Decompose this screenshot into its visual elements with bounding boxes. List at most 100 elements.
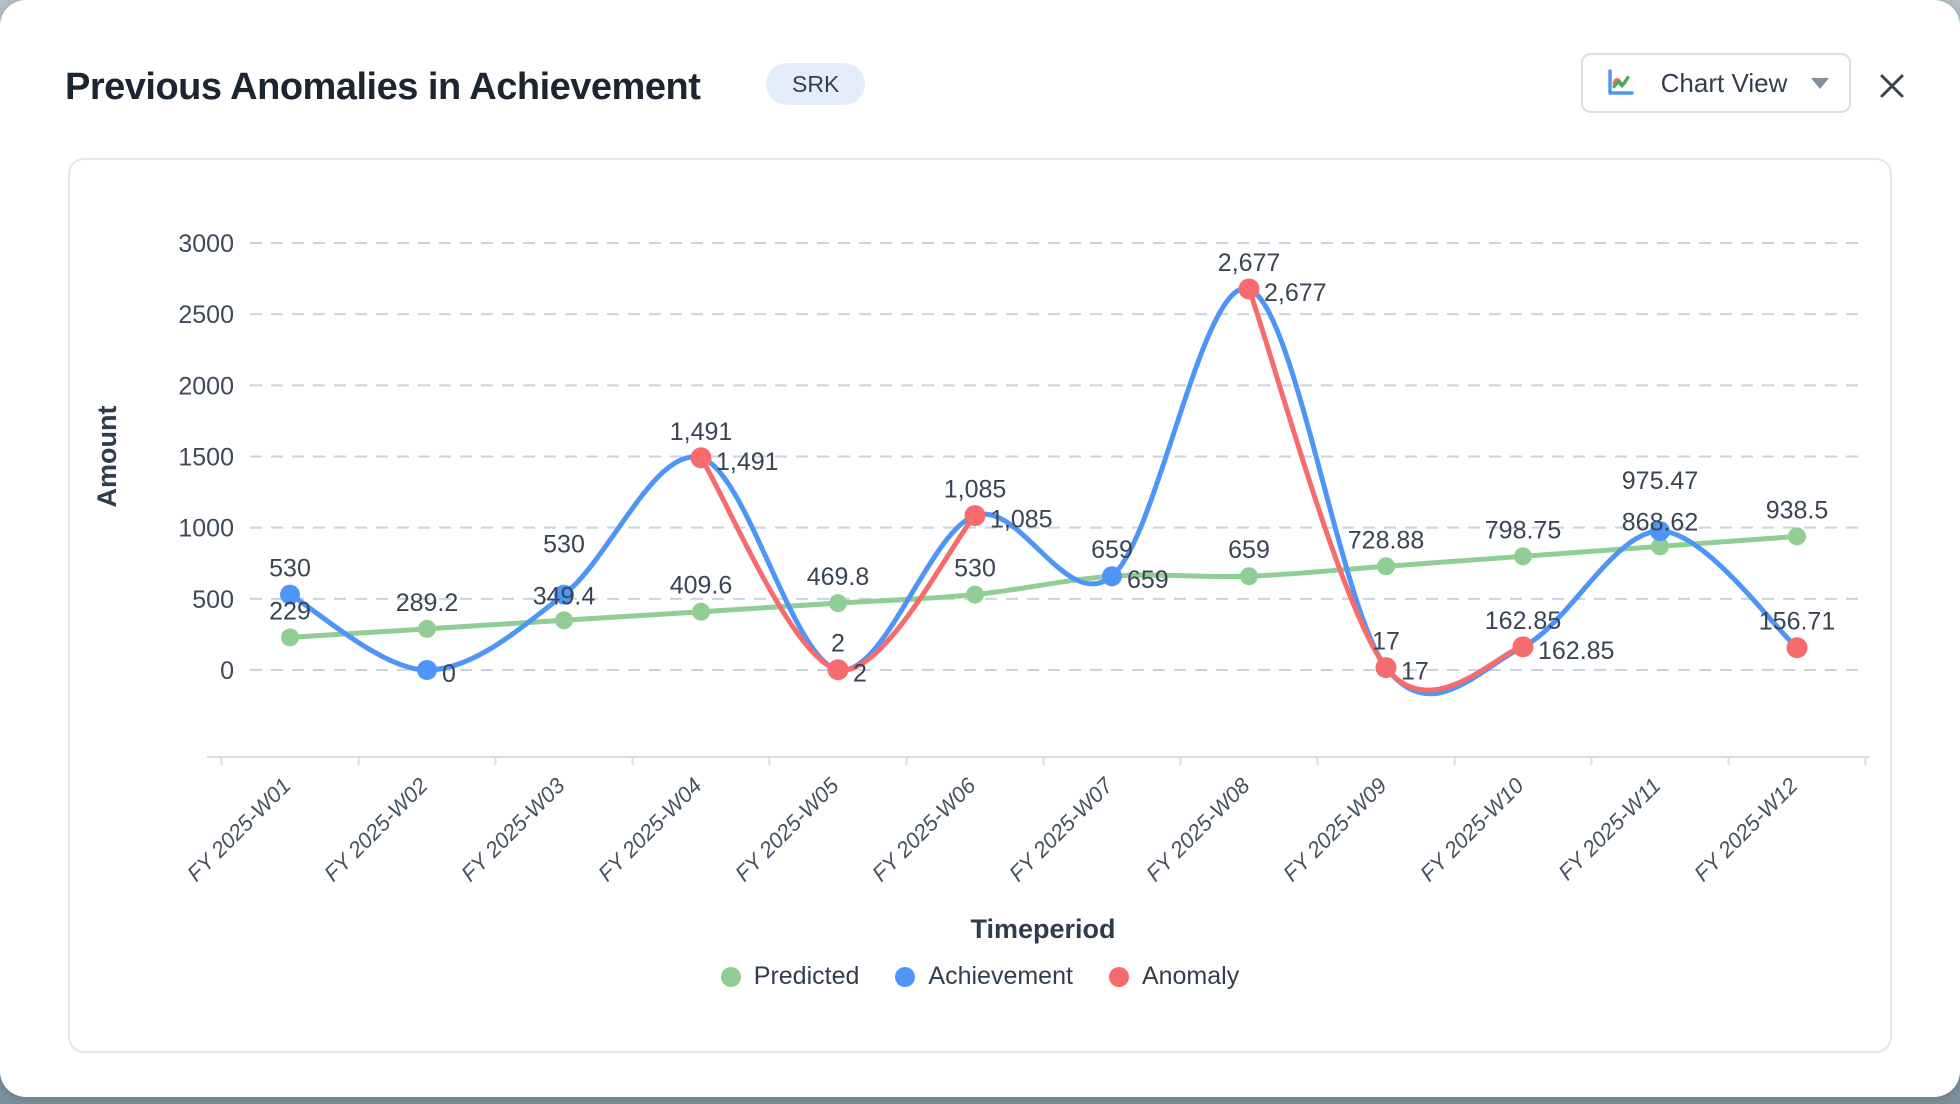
predicted-point[interactable] bbox=[966, 585, 984, 604]
point-value-label: 659 bbox=[1127, 566, 1169, 594]
legend-label: Anomaly bbox=[1141, 962, 1240, 990]
point-value-label: 868.62 bbox=[1622, 508, 1698, 536]
point-value-label: 530 bbox=[543, 531, 585, 559]
anomaly-point[interactable] bbox=[1375, 657, 1397, 679]
point-value-label: 2 bbox=[853, 660, 867, 688]
legend-dot-predicted bbox=[720, 966, 741, 987]
point-value-label: 17 bbox=[1372, 628, 1400, 656]
page-title: Previous Anomalies in Achievement bbox=[65, 66, 701, 108]
legend-item-predicted[interactable]: Predicted bbox=[720, 962, 860, 991]
point-value-label: 409.6 bbox=[670, 572, 733, 600]
x-category-label: FY 2025-W07 bbox=[1004, 772, 1118, 886]
legend-label: Achievement bbox=[928, 962, 1073, 990]
anomaly-line bbox=[1246, 286, 1526, 693]
point-value-label: 2 bbox=[831, 630, 845, 658]
legend-item-anomaly[interactable]: Anomaly bbox=[1108, 962, 1240, 991]
legend-item-achievement[interactable]: Achievement bbox=[895, 962, 1073, 991]
predicted-point[interactable] bbox=[1377, 557, 1395, 576]
achievement-point[interactable] bbox=[554, 584, 574, 605]
point-value-label: 289.2 bbox=[396, 589, 459, 617]
y-axis-title: Amount bbox=[92, 406, 122, 508]
point-value-label: 659 bbox=[1091, 536, 1133, 564]
point-value-label: 349.4 bbox=[533, 582, 596, 610]
predicted-point[interactable] bbox=[1514, 547, 1532, 566]
anomaly-point[interactable] bbox=[1512, 636, 1534, 658]
close-button[interactable] bbox=[1872, 66, 1912, 106]
y-tick-label: 3000 bbox=[178, 230, 234, 258]
point-value-label: 798.75 bbox=[1485, 516, 1561, 544]
y-tick-label: 1500 bbox=[178, 444, 234, 472]
predicted-line bbox=[287, 533, 1800, 640]
predicted-point[interactable] bbox=[555, 611, 573, 630]
achievement-point[interactable] bbox=[1102, 566, 1122, 587]
close-icon bbox=[1880, 74, 1904, 98]
srk-badge: SRK bbox=[766, 63, 866, 105]
chart-view-icon bbox=[1603, 66, 1637, 100]
achievement-point[interactable] bbox=[280, 584, 300, 605]
x-category-label: FY 2025-W09 bbox=[1278, 773, 1391, 886]
point-value-label: 156.71 bbox=[1759, 608, 1835, 636]
legend-label: Predicted bbox=[753, 962, 860, 990]
y-tick-label: 1000 bbox=[178, 515, 234, 543]
anomaly-point[interactable] bbox=[690, 447, 712, 469]
point-value-label: 530 bbox=[269, 555, 311, 583]
srk-badge-label: SRK bbox=[792, 70, 840, 97]
x-category-label: FY 2025-W08 bbox=[1141, 772, 1255, 886]
x-category-label: FY 2025-W12 bbox=[1689, 773, 1802, 886]
y-tick-label: 2500 bbox=[178, 301, 234, 329]
chevron-down-icon bbox=[1811, 77, 1829, 89]
point-value-label: 659 bbox=[1228, 536, 1270, 564]
point-value-label: 938.5 bbox=[1766, 496, 1829, 524]
point-value-label: 728.88 bbox=[1348, 526, 1424, 554]
point-value-label: 2,677 bbox=[1218, 249, 1281, 277]
point-value-label: 975.47 bbox=[1622, 467, 1698, 495]
chart-view-dropdown-button[interactable]: Chart View bbox=[1581, 53, 1851, 113]
point-value-label: 1,491 bbox=[716, 448, 779, 476]
point-value-label: 1,085 bbox=[944, 476, 1007, 504]
point-value-label: 162.85 bbox=[1538, 637, 1614, 665]
chart-panel bbox=[68, 158, 1892, 1053]
legend-dot-achievement bbox=[895, 966, 916, 987]
x-category-label: FY 2025-W04 bbox=[593, 773, 706, 886]
predicted-point[interactable] bbox=[692, 602, 710, 621]
chart-view-label: Chart View bbox=[1660, 67, 1788, 98]
point-value-label: 17 bbox=[1401, 658, 1429, 686]
point-value-label: 1,085 bbox=[990, 506, 1053, 534]
anomaly-point[interactable] bbox=[827, 659, 849, 681]
x-category-label: FY 2025-W01 bbox=[182, 773, 295, 886]
achievement-line bbox=[287, 286, 1800, 697]
point-value-label: 1,491 bbox=[670, 418, 733, 446]
x-category-label: FY 2025-W02 bbox=[319, 773, 432, 886]
point-value-label: 530 bbox=[954, 555, 996, 583]
achievement-point[interactable] bbox=[1650, 521, 1670, 542]
point-value-label: 469.8 bbox=[807, 563, 870, 591]
achievement-point[interactable] bbox=[417, 660, 437, 680]
x-category-label: FY 2025-W06 bbox=[867, 772, 981, 886]
point-value-label: 162.85 bbox=[1485, 607, 1561, 635]
x-axis-title: Timeperiod bbox=[970, 914, 1115, 944]
predicted-point[interactable] bbox=[1651, 537, 1669, 556]
anomaly-point[interactable] bbox=[1786, 637, 1808, 659]
x-category-label: FY 2025-W03 bbox=[456, 772, 570, 886]
predicted-point[interactable] bbox=[1788, 527, 1806, 546]
point-value-label: 2,677 bbox=[1264, 279, 1327, 307]
predicted-point[interactable] bbox=[418, 619, 436, 638]
legend-dot-anomaly bbox=[1108, 966, 1129, 987]
y-tick-label: 500 bbox=[192, 586, 234, 614]
predicted-point[interactable] bbox=[1240, 567, 1258, 586]
x-category-label: FY 2025-W11 bbox=[1553, 773, 1665, 885]
chart-legend: Predicted Achievement Anomaly bbox=[70, 962, 1890, 991]
predicted-point[interactable] bbox=[829, 594, 847, 613]
predicted-point[interactable] bbox=[281, 628, 299, 647]
anomaly-point[interactable] bbox=[1238, 278, 1260, 300]
point-value-label: 0 bbox=[442, 660, 456, 688]
x-category-label: FY 2025-W10 bbox=[1415, 772, 1529, 886]
x-category-label: FY 2025-W05 bbox=[730, 772, 844, 886]
modal-header: Previous Anomalies in Achievement SRK Ch… bbox=[0, 0, 1960, 130]
point-value-label: 229 bbox=[269, 597, 311, 625]
y-tick-label: 2000 bbox=[178, 372, 234, 400]
y-tick-label: 0 bbox=[220, 657, 234, 685]
anomaly-point[interactable] bbox=[964, 505, 986, 527]
